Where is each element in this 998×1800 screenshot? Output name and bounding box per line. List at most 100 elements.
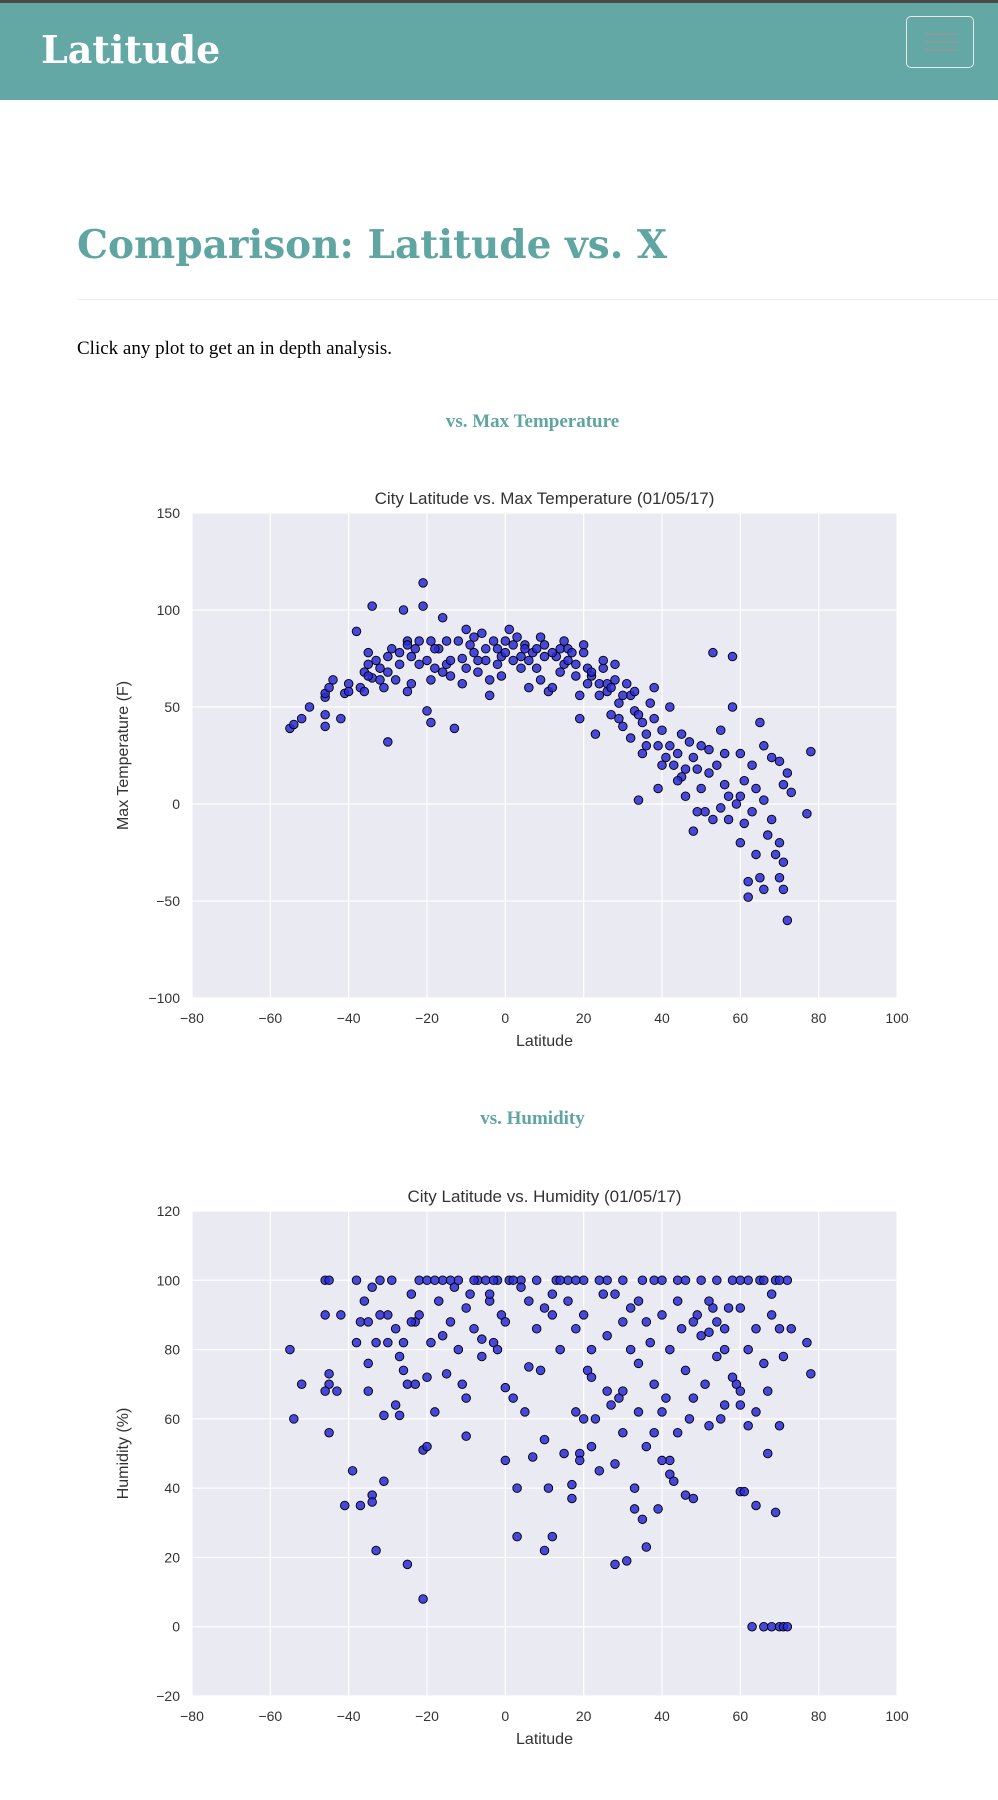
data-point bbox=[351, 1275, 362, 1286]
data-point bbox=[414, 636, 424, 646]
data-point bbox=[512, 1531, 522, 1542]
data-point bbox=[641, 1441, 652, 1452]
data-point bbox=[516, 663, 526, 673]
data-point bbox=[359, 686, 370, 697]
data-point bbox=[610, 1559, 620, 1570]
data-point bbox=[672, 775, 683, 786]
data-point bbox=[578, 1310, 589, 1320]
data-point bbox=[743, 892, 753, 902]
y-tick-label: 0 bbox=[172, 796, 180, 812]
data-point bbox=[614, 698, 624, 708]
y-tick-label: 120 bbox=[157, 1203, 181, 1219]
data-point bbox=[449, 723, 460, 734]
data-point bbox=[481, 655, 491, 666]
data-point bbox=[504, 624, 515, 635]
data-point bbox=[387, 1275, 397, 1286]
data-point bbox=[524, 682, 534, 693]
data-point bbox=[387, 644, 397, 654]
data-point bbox=[575, 713, 585, 724]
data-point bbox=[645, 698, 656, 708]
data-point bbox=[606, 710, 616, 720]
data-point bbox=[375, 1275, 385, 1286]
data-point bbox=[629, 1504, 640, 1514]
data-point bbox=[339, 1500, 350, 1511]
data-point bbox=[351, 1337, 362, 1348]
plot-humidity[interactable]: −80 −60 −40 −20 0 20 40 60 80 100 −20 0 20 40 60 80 100 1… bbox=[100, 1178, 920, 1758]
data-point bbox=[453, 1275, 464, 1286]
data-point bbox=[445, 1317, 456, 1327]
x-tick-label: 60 bbox=[733, 1708, 749, 1724]
data-point bbox=[751, 849, 761, 860]
data-point bbox=[774, 1275, 785, 1286]
data-point bbox=[383, 667, 393, 677]
chart-humidity[interactable]: −80 −60 −40 −20 0 20 40 60 80 100 −20 0 20 40 60 80 100 1… bbox=[100, 1178, 920, 1758]
data-point bbox=[524, 655, 534, 666]
data-point bbox=[770, 1507, 781, 1518]
data-point bbox=[618, 1427, 628, 1438]
data-point bbox=[402, 640, 413, 650]
data-point bbox=[582, 678, 593, 689]
brand-link[interactable]: Latitude bbox=[41, 27, 221, 72]
data-point bbox=[594, 1275, 605, 1286]
data-point bbox=[759, 1621, 769, 1632]
data-point bbox=[578, 1414, 589, 1424]
data-point bbox=[422, 1275, 432, 1286]
data-point bbox=[571, 1324, 581, 1334]
chart-title: City Latitude vs. Humidity (01/05/17) bbox=[407, 1187, 681, 1206]
data-point bbox=[406, 1317, 417, 1327]
data-point bbox=[680, 791, 691, 801]
data-point bbox=[547, 1289, 558, 1299]
data-point bbox=[555, 1344, 565, 1355]
y-tick-label: 80 bbox=[164, 1342, 180, 1358]
data-point bbox=[571, 1407, 581, 1417]
data-point bbox=[535, 632, 546, 642]
data-point bbox=[465, 640, 475, 650]
data-point bbox=[708, 647, 718, 658]
data-point bbox=[633, 710, 644, 720]
data-point bbox=[625, 1344, 636, 1355]
page-title: Comparison: Latitude vs. X bbox=[77, 222, 668, 268]
data-point bbox=[465, 1289, 475, 1299]
data-point bbox=[602, 1275, 612, 1286]
data-point bbox=[539, 651, 550, 662]
data-point bbox=[625, 1303, 636, 1313]
data-point bbox=[696, 783, 706, 794]
data-point bbox=[672, 1296, 683, 1306]
y-tick-label: 60 bbox=[164, 1411, 180, 1427]
data-point bbox=[704, 1296, 714, 1306]
data-point bbox=[637, 748, 648, 759]
data-point bbox=[594, 1466, 605, 1476]
data-point bbox=[672, 748, 683, 759]
y-tick-label: −20 bbox=[156, 1688, 180, 1704]
data-point bbox=[547, 1531, 558, 1542]
data-point bbox=[473, 667, 483, 677]
data-point bbox=[547, 647, 558, 658]
data-point bbox=[567, 1479, 577, 1490]
data-point bbox=[430, 1407, 440, 1417]
data-point bbox=[324, 1369, 334, 1379]
data-point bbox=[539, 1303, 550, 1313]
data-point bbox=[633, 1296, 644, 1306]
data-point bbox=[602, 1386, 612, 1396]
x-tick-label: −40 bbox=[337, 1010, 361, 1026]
hamburger-menu-button[interactable] bbox=[906, 16, 974, 68]
chart-max-temperature[interactable]: −80 −60 −40 −20 0 20 40 60 80 100 −100 −50 0 50 100 150… bbox=[100, 480, 920, 1060]
data-point bbox=[484, 1289, 495, 1299]
data-point bbox=[727, 651, 738, 662]
section-title-humidity: vs. Humidity bbox=[480, 1108, 585, 1129]
data-point bbox=[445, 655, 456, 666]
data-point bbox=[747, 1621, 757, 1632]
y-tick-label: 40 bbox=[164, 1480, 180, 1496]
data-point bbox=[723, 814, 734, 825]
data-point bbox=[383, 737, 393, 747]
data-point bbox=[418, 601, 428, 611]
data-point bbox=[402, 1379, 413, 1389]
data-point bbox=[618, 1386, 628, 1396]
data-point bbox=[669, 1476, 679, 1486]
data-point bbox=[657, 1407, 667, 1417]
plot-max-temperature[interactable]: −80 −60 −40 −20 0 20 40 60 80 100 −100 −50 0 50 100 150… bbox=[100, 480, 920, 1060]
data-point bbox=[665, 1455, 675, 1466]
data-point bbox=[383, 651, 393, 662]
data-point bbox=[731, 799, 742, 809]
data-point bbox=[426, 1337, 436, 1348]
